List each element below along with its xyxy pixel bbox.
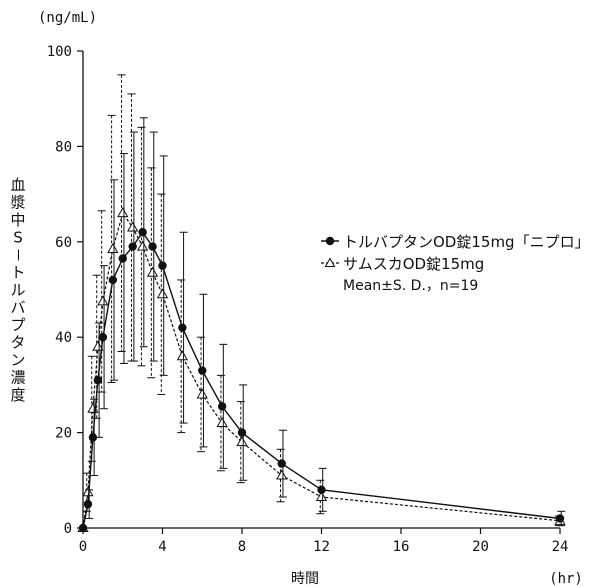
data-point-triangle — [107, 242, 119, 253]
x-tick-label: 4 — [158, 539, 166, 555]
series-samsca — [77, 74, 566, 532]
y-tick-label: 100 — [47, 44, 72, 60]
data-point-triangle — [216, 417, 228, 428]
y-axis-label-char: ト — [10, 264, 25, 282]
y-axis-label-char: ン — [10, 351, 25, 369]
data-point-circle — [217, 402, 227, 411]
series-niplo — [78, 117, 566, 533]
y-tick-label: 0 — [64, 521, 72, 537]
x-axis-label: 時間 — [291, 571, 319, 587]
axes — [82, 51, 560, 529]
y-axis-label-char: 濃 — [10, 369, 25, 387]
y-axis-label-char: 度 — [10, 386, 25, 404]
data-point-circle — [83, 499, 93, 509]
y-axis-label-char: ル — [10, 281, 25, 299]
y-unit-label: (ng/mL) — [38, 10, 97, 26]
data-point-circle — [78, 523, 88, 533]
x-tick-label: 16 — [393, 539, 410, 555]
x-tick-label: 8 — [238, 539, 246, 555]
data-point-triangle — [117, 207, 129, 218]
y-tick-label: 20 — [55, 426, 72, 442]
y-axis-label-char: S — [13, 229, 23, 247]
legend-note: Mean±S. D.，n=19 — [343, 278, 478, 294]
x-tick-label: 12 — [313, 539, 330, 555]
data-point-triangle — [276, 469, 288, 480]
data-point-triangle — [82, 486, 94, 497]
y-tick-label: 60 — [55, 235, 72, 251]
legend-entry-niplo: トルバプタンOD錠15mg「ニプロ」 — [321, 233, 590, 251]
x-tick-label: 24 — [552, 539, 569, 555]
data-point-circle — [178, 323, 187, 332]
data-point-circle — [148, 242, 157, 251]
data-point-circle — [118, 254, 127, 263]
data-point-circle — [237, 428, 247, 437]
y-ticks: 0 20 40 60 80 100 — [47, 44, 83, 537]
data-point-triangle — [156, 288, 169, 299]
y-axis-label-char: － — [9, 247, 27, 262]
legend: トルバプタンOD錠15mg「ニプロ」 サムスカOD錠15mg Mean±S. D… — [321, 233, 590, 294]
y-axis-label-char: 漿 — [10, 194, 25, 212]
data-point-triangle — [136, 240, 149, 251]
data-point-circle — [98, 333, 108, 342]
data-point-circle — [108, 275, 118, 285]
data-point-triangle — [97, 295, 109, 306]
legend-entry-samsca: サムスカOD錠15mg — [321, 255, 484, 273]
data-point-triangle — [176, 350, 189, 361]
y-axis-label-char: 中 — [10, 211, 25, 229]
x-tick-label: 20 — [472, 539, 489, 555]
data-point-circle — [198, 366, 207, 375]
series-line — [82, 211, 561, 529]
series-layer — [77, 74, 566, 533]
x-unit-label: (hr) — [549, 571, 583, 587]
series-line — [82, 231, 561, 529]
data-point-circle — [138, 228, 147, 237]
legend-label-niplo: トルバプタンOD錠15mg「ニプロ」 — [343, 233, 590, 251]
y-axis-label-char: プ — [10, 316, 25, 334]
data-point-circle — [128, 242, 137, 251]
data-point-triangle — [236, 436, 248, 447]
legend-label-samsca: サムスカOD錠15mg — [343, 255, 484, 273]
data-point-triangle — [127, 221, 139, 232]
legend-marker-triangle — [324, 257, 336, 267]
data-point-circle — [317, 485, 326, 495]
x-ticks: 0 4 8 12 16 20 24 — [79, 528, 569, 555]
legend-marker-circle — [325, 236, 335, 246]
y-axis-label-char: バ — [10, 299, 25, 317]
x-tick-label: 0 — [79, 539, 87, 555]
data-point-circle — [555, 514, 565, 523]
data-point-triangle — [315, 490, 328, 501]
y-tick-label: 80 — [55, 139, 72, 155]
data-point-circle — [88, 433, 98, 442]
y-axis-label-char: タ — [10, 334, 25, 352]
data-point-triangle — [146, 266, 159, 277]
data-point-triangle — [92, 340, 104, 351]
data-point-circle — [93, 375, 103, 385]
y-tick-label: 40 — [55, 330, 72, 346]
data-point-circle — [277, 459, 286, 468]
data-point-triangle — [196, 388, 208, 399]
y-axis-label-char: 血 — [10, 176, 25, 194]
data-point-circle — [158, 261, 167, 270]
